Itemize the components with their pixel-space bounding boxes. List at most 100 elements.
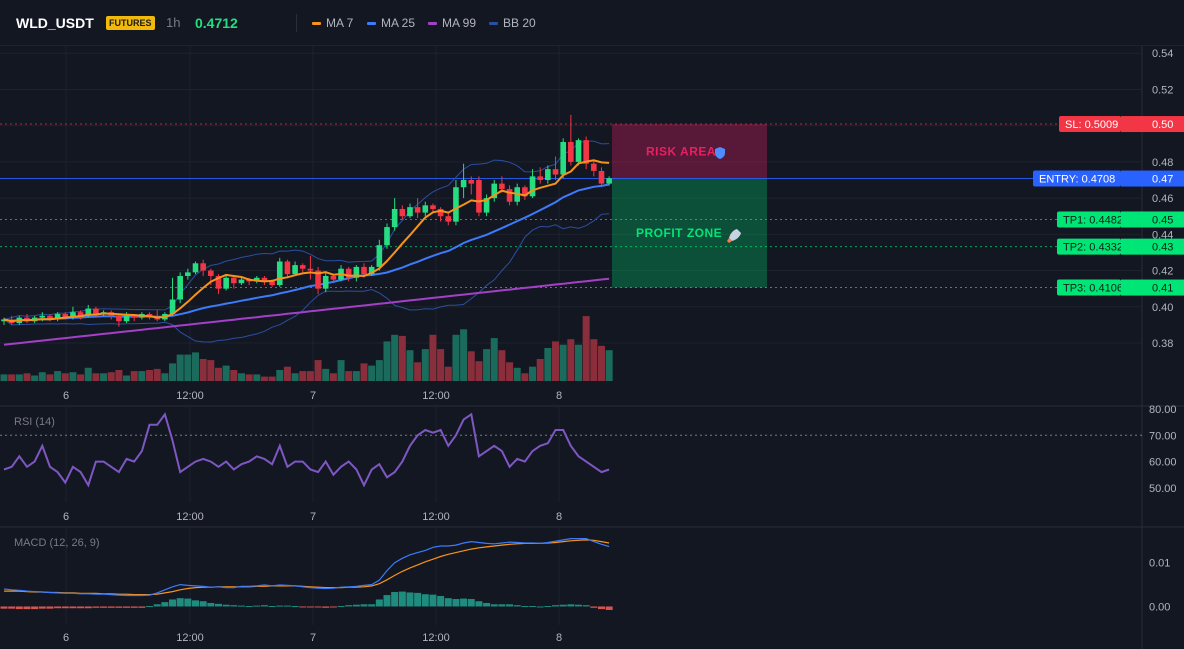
- legend-bb20[interactable]: BB 20: [489, 15, 536, 31]
- macd-histogram-bar: [575, 604, 582, 607]
- macd-histogram-bar: [115, 606, 123, 608]
- candle-body: [453, 187, 459, 222]
- ma25-line: [3, 183, 610, 323]
- candle-body: [177, 275, 183, 300]
- x-tick-label: 12:00: [176, 390, 204, 402]
- legend-ma99[interactable]: MA 99: [428, 15, 476, 31]
- x-tick-label: 6: [63, 632, 69, 644]
- macd-histogram-bar: [253, 605, 261, 607]
- legend-ma25-swatch: [367, 21, 376, 25]
- candle: [177, 272, 183, 304]
- candle-body: [445, 216, 452, 222]
- legend-ma7-swatch: [312, 21, 321, 25]
- macd-histogram-bar: [605, 606, 613, 610]
- macd-histogram-bar: [368, 604, 376, 607]
- volume-bar: [475, 361, 483, 381]
- candle-body: [116, 315, 122, 322]
- volume-bar: [391, 334, 399, 381]
- macd-histogram-bar: [283, 605, 291, 607]
- volume-bar: [314, 360, 322, 381]
- macd-histogram-bar: [100, 606, 108, 608]
- candle: [598, 167, 605, 188]
- candle-body: [47, 315, 53, 320]
- ma99-line: [3, 277, 610, 346]
- macd-histogram-bar: [69, 606, 77, 609]
- macd-histogram-bar: [582, 605, 590, 607]
- candle: [468, 176, 475, 195]
- candle: [200, 259, 206, 276]
- candle-body: [215, 275, 222, 289]
- tp3-label: TP3: 0.4106 0.41: [1057, 279, 1184, 296]
- x-tick-label: 12:00: [422, 390, 450, 402]
- candle: [414, 198, 421, 219]
- candle-body: [499, 183, 505, 190]
- candle-body: [583, 140, 589, 164]
- candle: [223, 275, 229, 291]
- tp1-axis-tag: [1121, 211, 1184, 228]
- sl-axis-tag: [1121, 116, 1184, 133]
- volume-bar: [368, 365, 376, 381]
- x-tick-label: 7: [310, 390, 316, 402]
- bb-upper-band: [3, 140, 610, 320]
- macd-histogram-bar: [92, 606, 100, 608]
- profit-zone: PROFIT ZONE: [612, 178, 767, 288]
- macd-histogram-bar: [107, 606, 115, 608]
- volume-bar: [15, 374, 23, 381]
- macd-histogram-bar: [291, 606, 299, 608]
- macd-title: MACD (12, 26, 9): [14, 537, 100, 549]
- candle: [399, 205, 406, 220]
- x-tick-label: 7: [310, 632, 316, 644]
- candle-body: [192, 263, 199, 273]
- macd-histogram-bar: [536, 606, 544, 608]
- macd-histogram-bar: [84, 606, 92, 609]
- volume-bar: [575, 344, 582, 381]
- candle: [384, 223, 390, 249]
- volume-bar: [176, 354, 184, 381]
- macd-histogram-bar: [8, 606, 16, 609]
- macd-histogram-bar: [590, 606, 598, 608]
- volume-bar: [513, 367, 521, 381]
- volume-bar: [582, 316, 590, 381]
- candle-body: [169, 299, 176, 314]
- volume-bar: [77, 374, 85, 381]
- volume-bar: [414, 362, 422, 381]
- volume-bar: [153, 368, 161, 381]
- volume-bar: [184, 354, 192, 381]
- volume-bar: [54, 371, 62, 381]
- shield-icon: [715, 147, 725, 159]
- macd-histogram-bar: [498, 604, 506, 607]
- y-tick-label: 0.52: [1152, 84, 1173, 96]
- x-tick-label: 12:00: [176, 511, 204, 523]
- volume-bar: [222, 365, 230, 381]
- candle-body: [261, 277, 268, 282]
- candle-body: [54, 314, 61, 320]
- volume-bar: [245, 374, 253, 381]
- candle: [537, 167, 543, 184]
- timeframe-selector[interactable]: 1h: [166, 15, 181, 30]
- candle: [292, 261, 298, 276]
- y-tick-label: 0.38: [1152, 338, 1173, 350]
- candle-body: [361, 266, 367, 275]
- sl-axis-value: 0.50: [1152, 119, 1173, 131]
- macd-histogram-bar: [222, 604, 230, 607]
- x-tick-label: 8: [556, 632, 562, 644]
- candle-body: [330, 275, 337, 280]
- rsi-y-tick: 50.00: [1149, 483, 1177, 495]
- candle: [169, 277, 176, 316]
- volume-bar: [268, 376, 276, 381]
- x-tick-label: 8: [556, 390, 562, 402]
- y-tick-label: 0.54: [1152, 48, 1173, 60]
- candle-body: [85, 308, 92, 316]
- candle-body: [315, 270, 321, 289]
- legend-ma7[interactable]: MA 7: [312, 15, 353, 31]
- volume-bar: [375, 360, 383, 381]
- y-tick-label: 0.42: [1152, 266, 1173, 278]
- legend-ma25[interactable]: MA 25: [367, 15, 415, 31]
- candle-body: [39, 315, 46, 318]
- candle: [545, 165, 551, 184]
- symbol-title[interactable]: WLD_USDT: [16, 15, 94, 31]
- volume-bar: [536, 359, 544, 381]
- volume-bar: [100, 373, 108, 381]
- candle-body: [269, 281, 275, 286]
